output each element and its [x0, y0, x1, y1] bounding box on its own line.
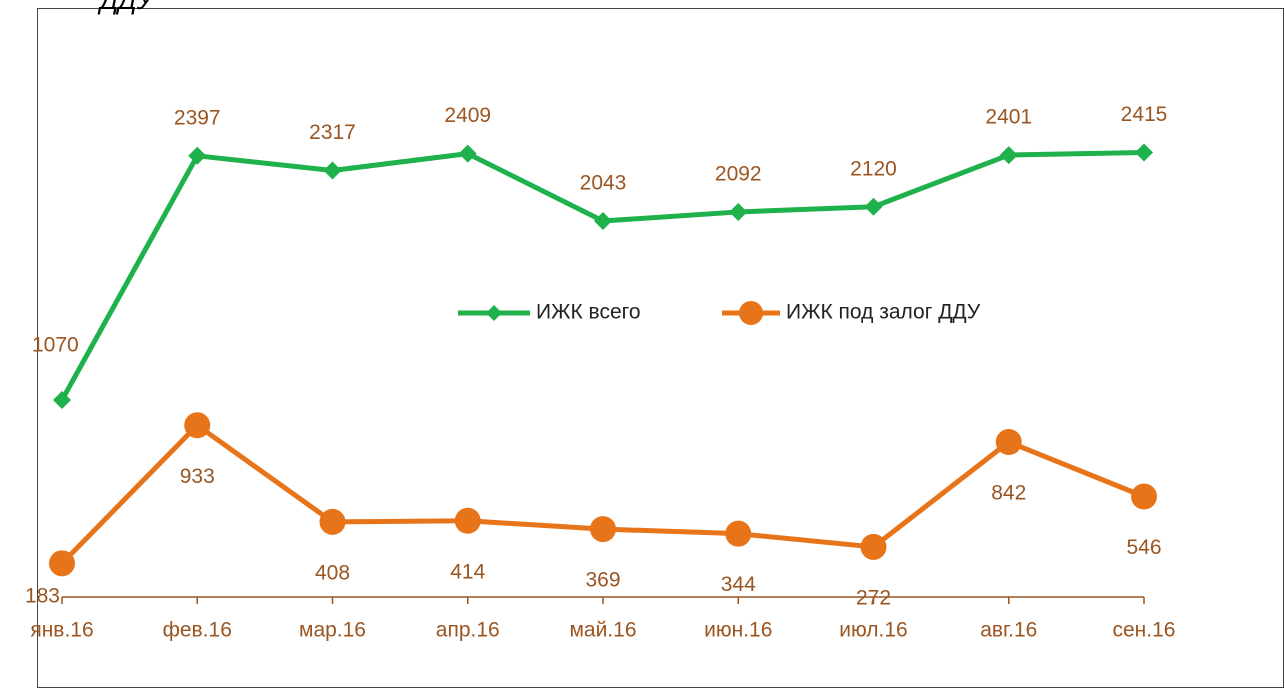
- data-label: 272: [856, 586, 891, 609]
- point-marker: [864, 197, 883, 216]
- point-marker: [995, 429, 1022, 456]
- data-label: 933: [180, 465, 215, 488]
- point-marker: [188, 146, 207, 165]
- data-label: 414: [450, 560, 485, 583]
- legend-label: ИЖК под залог ДДУ: [786, 301, 981, 324]
- x-tick-label: фев.16: [163, 619, 232, 642]
- point-marker: [1135, 143, 1153, 162]
- legend-marker: [486, 305, 502, 321]
- data-label: 344: [721, 573, 756, 596]
- data-label: 2409: [444, 104, 491, 127]
- point-marker: [458, 144, 477, 163]
- data-label: 842: [991, 482, 1026, 505]
- data-label: 2043: [580, 172, 627, 195]
- x-tick-label: июл.16: [839, 619, 907, 642]
- x-tick-label: июн.16: [704, 619, 772, 642]
- point-marker: [594, 211, 612, 230]
- data-label: 546: [1126, 536, 1161, 559]
- data-label: 2397: [174, 106, 221, 129]
- chart-title: ДДУ: [97, 0, 156, 15]
- x-tick-label: авг.16: [980, 619, 1037, 642]
- data-label: 2401: [985, 106, 1032, 129]
- data-label: 2415: [1121, 103, 1168, 126]
- legend-label: ИЖК всего: [536, 301, 641, 324]
- point-marker: [184, 412, 211, 439]
- point-marker: [725, 520, 752, 547]
- data-label: 369: [585, 569, 620, 592]
- point-marker: [49, 550, 75, 577]
- x-tick-label: мар.16: [299, 619, 366, 642]
- point-marker: [323, 161, 342, 180]
- point-marker: [860, 533, 887, 560]
- x-tick-label: янв.16: [30, 619, 93, 642]
- point-marker: [590, 516, 616, 543]
- data-label: 2120: [850, 157, 897, 180]
- x-tick-label: сен.16: [1113, 619, 1176, 642]
- legend-marker: [739, 301, 763, 325]
- data-label: 2092: [715, 162, 762, 185]
- x-tick-label: май.16: [569, 619, 636, 642]
- point-marker: [1131, 483, 1157, 510]
- point-marker: [319, 508, 346, 535]
- chart-frame: [37, 8, 1284, 688]
- data-label: 2317: [309, 121, 356, 144]
- point-marker: [729, 202, 748, 221]
- point-marker: [53, 391, 71, 410]
- data-label: 1070: [32, 334, 79, 357]
- point-marker: [999, 146, 1018, 165]
- data-label: 183: [25, 585, 60, 608]
- point-marker: [454, 507, 481, 534]
- data-label: 408: [315, 561, 350, 584]
- x-tick-label: апр.16: [436, 619, 500, 642]
